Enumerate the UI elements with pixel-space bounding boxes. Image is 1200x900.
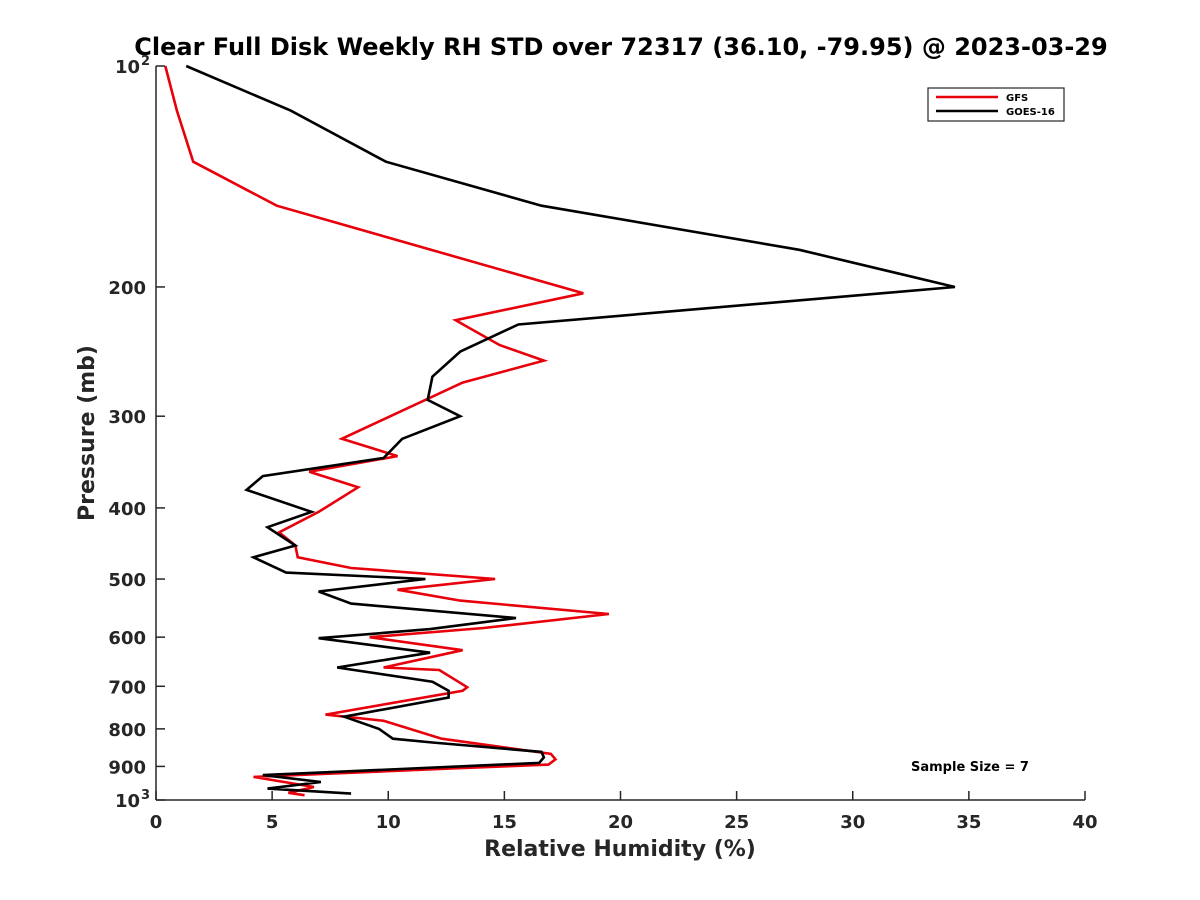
x-tick-label: 35 xyxy=(956,812,981,833)
legend-box xyxy=(927,87,1065,122)
y-axis-label: Pressure (mb) xyxy=(75,345,100,521)
x-tick-label: 15 xyxy=(492,812,517,833)
sample-size-annotation: Sample Size = 7 xyxy=(911,760,1029,775)
y-tick-label: 300 xyxy=(108,407,146,428)
series-line-gfs xyxy=(164,65,610,797)
y-tick-label: 400 xyxy=(108,499,146,520)
plot-area: 0 5 10 15 20 25 30 35 40 10 220030040050060070080… xyxy=(108,54,1097,833)
x-tick-label: 5 xyxy=(266,812,279,833)
y-tick-label: 500 xyxy=(108,570,146,591)
legend: GFS GOES-16 xyxy=(927,87,1065,122)
legend-label: GOES-16 xyxy=(1006,107,1055,118)
x-axis-label: Relative Humidity (%) xyxy=(484,837,756,862)
series-line-goes-16 xyxy=(185,64,956,795)
y-tick-exponent: 3 xyxy=(141,788,150,803)
x-ticks: 0 5 10 15 20 25 30 35 40 xyxy=(150,791,1098,833)
x-tick-label: 10 xyxy=(376,812,401,833)
x-tick-label: 40 xyxy=(1072,812,1097,833)
x-tick-label: 25 xyxy=(724,812,749,833)
legend-label: GFS xyxy=(1006,93,1028,104)
x-tick-label: 0 xyxy=(150,812,163,833)
y-tick-label: 10 xyxy=(115,57,140,78)
y-tick-exponent: 2 xyxy=(141,54,150,69)
x-tick-label: 30 xyxy=(840,812,865,833)
x-tick-label: 20 xyxy=(608,812,633,833)
y-tick-label: 10 xyxy=(115,791,140,812)
y-tick-label: 700 xyxy=(108,677,146,698)
chart-title: Clear Full Disk Weekly RH STD over 72317… xyxy=(134,33,1107,61)
y-tick-label: 600 xyxy=(108,628,146,649)
y-tick-label: 800 xyxy=(108,720,146,741)
y-tick-label: 200 xyxy=(108,278,146,299)
y-tick-label: 900 xyxy=(108,757,146,778)
legend-items: GFS GOES-16 xyxy=(936,93,1055,118)
series-layer xyxy=(164,64,956,797)
